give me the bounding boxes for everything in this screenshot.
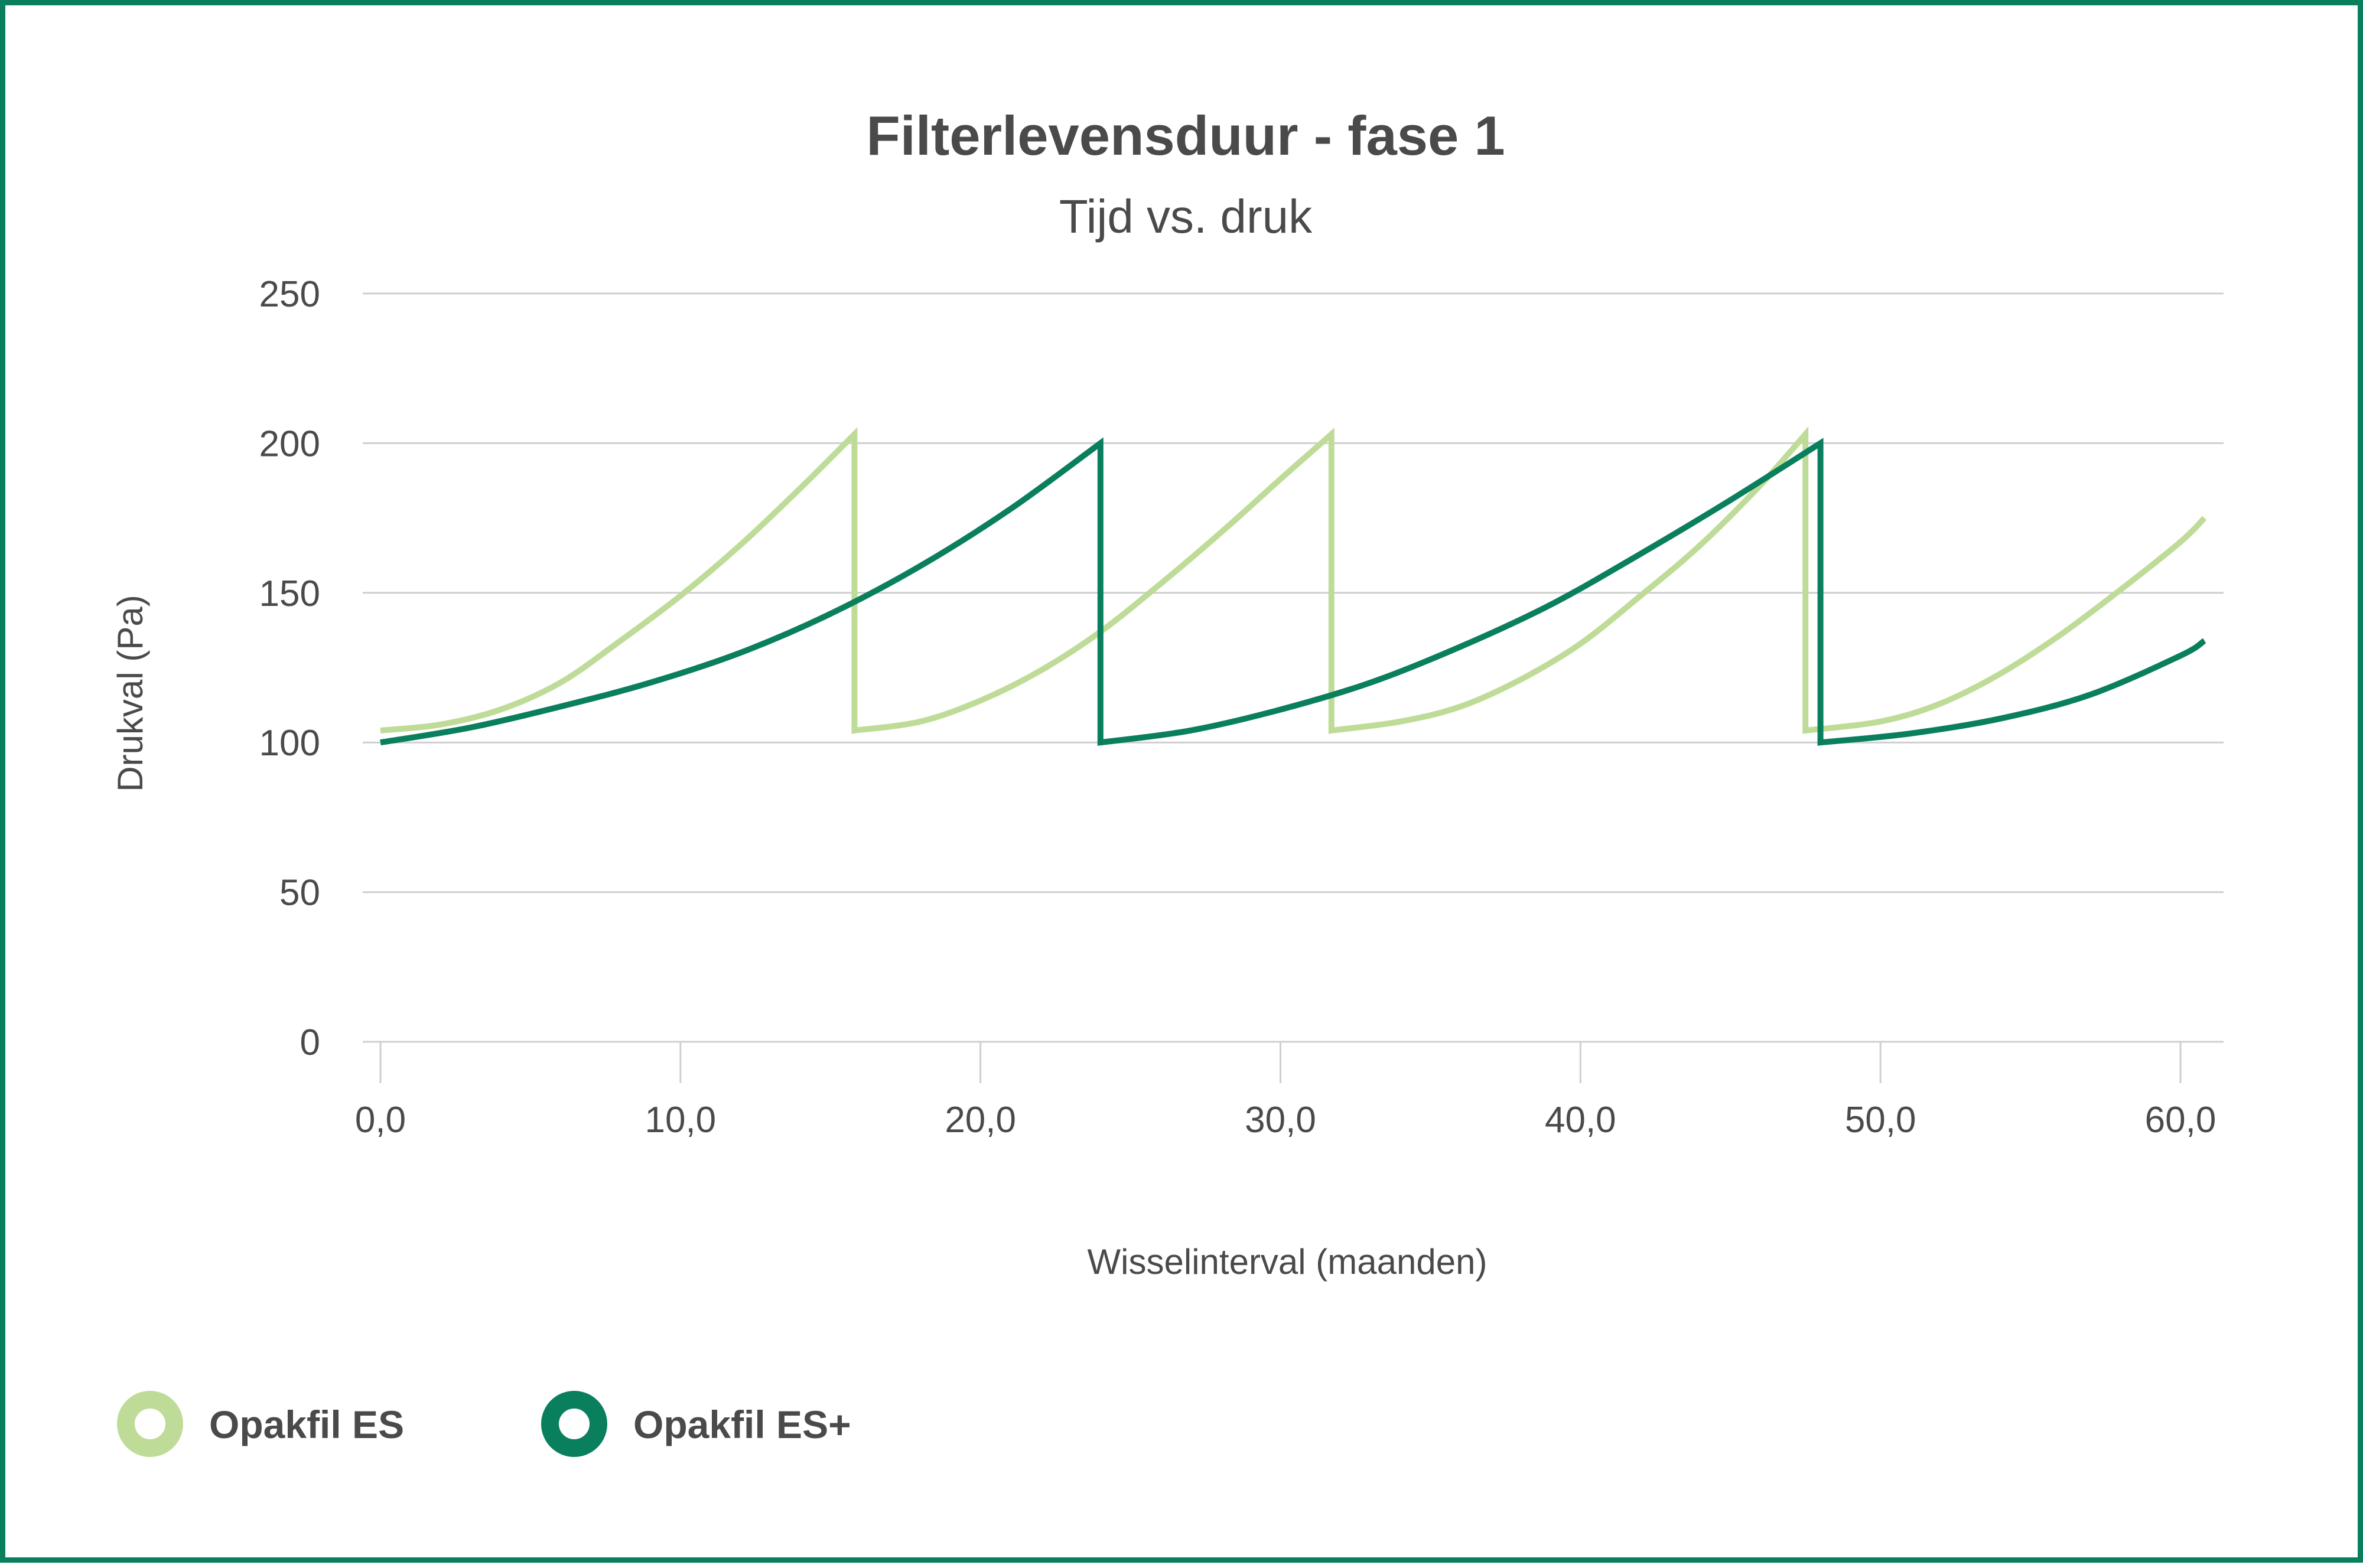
series-line-opakfil-es-plus <box>380 437 2206 746</box>
y-axis-label: Drukval (Pa) <box>110 595 150 791</box>
legend-label: Opakfil ES+ <box>633 1403 851 1446</box>
series-layer <box>380 426 2207 746</box>
x-tick-label: 40,0 <box>1545 1100 1616 1140</box>
chart-title: Filterlevensduur - fase 1 <box>866 105 1505 167</box>
grid-layer <box>363 292 2224 1043</box>
x-tick-label: 60,0 <box>2145 1100 2216 1140</box>
legend: Opakfil ES Opakfil ES+ <box>117 1391 851 1457</box>
legend-marker-icon <box>541 1391 607 1457</box>
x-tick-label: 10,0 <box>645 1100 716 1140</box>
y-tick-label: 50 <box>279 873 320 914</box>
y-tick-label: 150 <box>259 573 320 614</box>
legend-marker-icon <box>117 1391 183 1457</box>
x-tick-label: 20,0 <box>945 1100 1016 1140</box>
y-tick-label: 0 <box>300 1022 320 1063</box>
y-tick-label: 200 <box>259 423 320 464</box>
y-tick-label: 100 <box>259 723 320 764</box>
y-axis-ticks: 0 50 100 150 200 250 <box>259 274 320 1063</box>
legend-label: Opakfil ES <box>209 1403 404 1446</box>
x-axis-label: Wisselinterval (maanden) <box>1088 1242 1488 1282</box>
series-line-opakfil-es <box>380 426 2207 734</box>
chart-subtitle: Tijd vs. druk <box>1059 190 1313 243</box>
x-tick-label: 0,0 <box>355 1100 406 1140</box>
chart: Filterlevensduur - fase 1 Tijd vs. druk … <box>110 105 2224 1457</box>
x-axis-ticks: 0,0 10,0 20,0 30,0 40,0 50,0 60,0 <box>355 1042 2216 1140</box>
x-tick-label: 30,0 <box>1245 1100 1316 1140</box>
y-tick-label: 250 <box>259 274 320 315</box>
x-tick-label: 50,0 <box>1845 1100 1916 1140</box>
